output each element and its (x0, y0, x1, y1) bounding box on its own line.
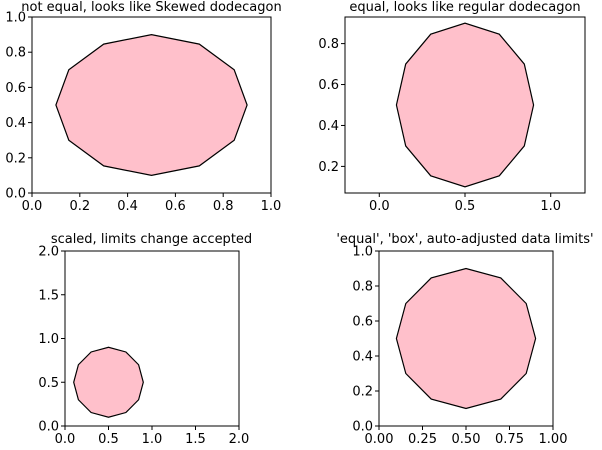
x-tick-label: 0.0 (55, 432, 76, 447)
dodecagon-patch (73, 346, 144, 418)
subplot-title: 'equal', 'box', auto-adjusted data limit… (336, 232, 593, 247)
axes-frame (31, 16, 272, 194)
subplot-bottom-left: scaled, limits change accepted 0.0 0.5 1.0… (38, 232, 252, 447)
x-tick-label: 2.0 (229, 432, 250, 447)
x-tick-label: 0.0 (369, 199, 390, 214)
y-tick-label: 0.2 (5, 151, 26, 166)
x-tick-label: 1.0 (142, 432, 163, 447)
y-tick-label: 2.0 (38, 245, 59, 260)
subplot-top-right: equal, looks like regular dodecagon 0.0 0… (318, 0, 586, 214)
y-tick-label: 0.6 (318, 78, 339, 93)
subplot-title: scaled, limits change accepted (51, 232, 252, 247)
y-tick-label: 0.8 (318, 37, 339, 52)
y-tick-label: 0.4 (318, 119, 339, 134)
y-tick-label: 0.6 (5, 81, 26, 96)
subplot-title: equal, looks like regular dodecagon (349, 0, 580, 15)
y-tick-label: 0.2 (352, 385, 373, 400)
y-tick-label: 0.2 (318, 160, 339, 175)
subplot-top-left: not equal, looks like Skewed dodecagon 0… (5, 0, 281, 214)
y-tick-label: 0.8 (352, 280, 373, 295)
y-tick-label: 0.4 (352, 350, 373, 365)
x-tick-label: 0.0 (22, 199, 43, 214)
dodecagon-patch (55, 33, 248, 177)
x-tick-label: 1.5 (185, 432, 206, 447)
x-tick-label: 1.0 (540, 199, 561, 214)
subplot-bottom-right: 'equal', 'box', auto-adjusted data limit… (336, 232, 593, 447)
x-tick-label: 1.0 (261, 199, 282, 214)
x-tick-label: 0.2 (69, 199, 90, 214)
x-tick-label: 0.4 (117, 199, 138, 214)
x-tick-label: 0.5 (98, 432, 119, 447)
x-tick-label: 0.00 (365, 432, 394, 447)
x-tick-label: 0.8 (213, 199, 234, 214)
subplot-title: not equal, looks like Skewed dodecagon (21, 0, 281, 15)
y-tick-label: 0.4 (5, 116, 26, 131)
dodecagon-patch (395, 22, 535, 188)
y-tick-label: 0.0 (352, 420, 373, 435)
dodecagon-patch (395, 267, 537, 410)
y-tick-label: 1.0 (5, 11, 26, 26)
x-tick-label: 0.5 (455, 199, 476, 214)
y-tick-label: 1.0 (352, 245, 373, 260)
y-tick-label: 0.0 (38, 420, 59, 435)
y-tick-label: 0.6 (352, 315, 373, 330)
x-tick-label: 0.25 (408, 432, 437, 447)
y-tick-label: 0.8 (5, 46, 26, 61)
y-tick-label: 1.5 (38, 288, 59, 303)
y-tick-label: 0.0 (5, 187, 26, 202)
x-tick-label: 1.00 (539, 432, 568, 447)
y-tick-label: 1.0 (38, 332, 59, 347)
y-tick-label: 0.5 (38, 376, 59, 391)
x-tick-label: 0.75 (495, 432, 524, 447)
x-tick-label: 0.6 (165, 199, 186, 214)
x-tick-label: 0.50 (452, 432, 481, 447)
